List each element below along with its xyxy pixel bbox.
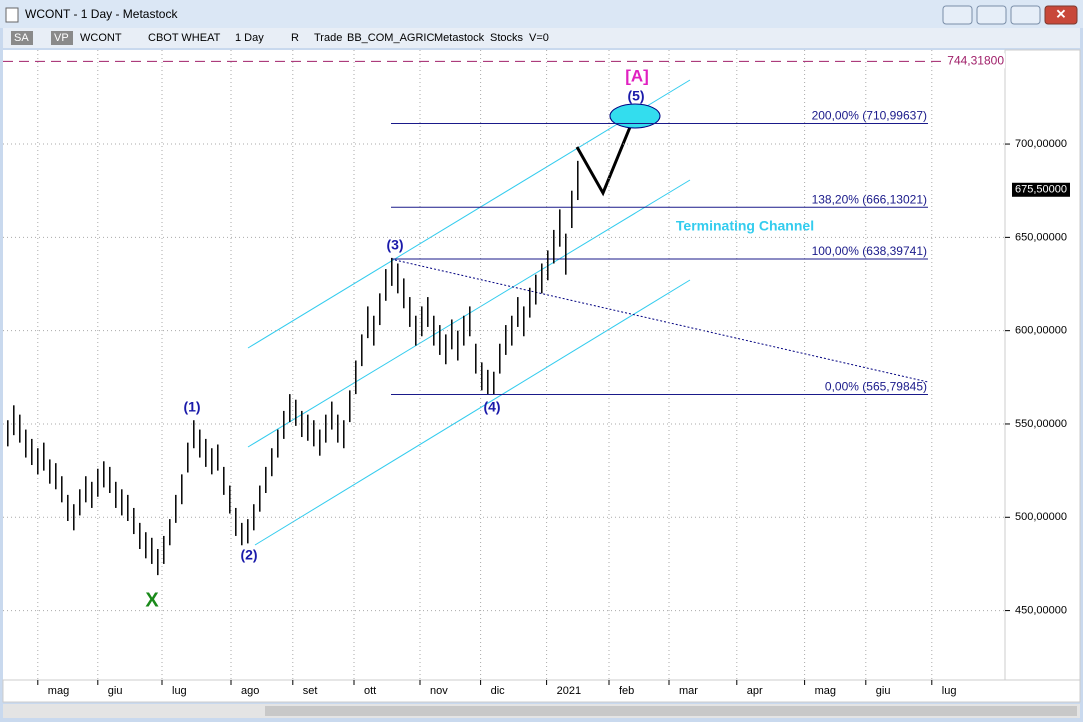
x-tick-label: giu [108,685,123,697]
plot [3,50,1005,680]
fib-label: 200,00% (710,99637) [812,109,927,123]
toolbar-item: SA [14,32,29,44]
target-label-box [946,53,1005,69]
x-tick-label: giu [876,685,891,697]
close-button[interactable] [1044,5,1078,25]
minimize-button[interactable] [976,5,1007,25]
x-tick-label: ago [241,685,259,697]
wave-label: (3) [386,237,403,253]
x-tick-label: mar [679,685,698,697]
wave-label: [A] [625,66,649,85]
wave-label: (2) [240,547,257,563]
channel-lower [254,279,691,546]
fib-label: 0,00% (565,79845) [825,380,927,394]
trend-line [394,259,929,383]
toolbar-item: V=0 [529,32,549,44]
toolbar-item: CBOT WHEAT [148,32,221,44]
x-tick-label: apr [747,685,763,697]
toolbar-button[interactable] [11,31,33,45]
toolbar [3,28,1080,48]
y-tick-label: 650,00000 [1015,231,1067,243]
toolbar-button[interactable] [51,31,73,45]
x-tick-label: 2021 [557,685,581,697]
price-axis [1004,49,1081,681]
toolbar-item: WCONT [80,32,122,44]
channel-upper [247,79,691,349]
x-tick-label: set [303,685,318,697]
x-tick-label: ott [364,685,376,697]
y-tick-label: 550,00000 [1015,418,1067,430]
x-tick-label: lug [172,685,187,697]
x-tick-label: mag [815,685,836,697]
toolbar-item: BB_COM_AGRIC [347,32,434,44]
toolbar-item: 1 Day [235,32,264,44]
date-axis [2,679,1081,703]
projection [575,109,639,197]
fib-label: 138,20% (666,13021) [812,192,927,206]
x-tick-label: nov [430,685,448,697]
wave-label: X [145,589,159,611]
restore-button[interactable] [942,5,973,25]
x-tick-label: feb [619,685,634,697]
wave-label: (4) [483,399,500,415]
window-title: WCONT - 1 Day - Metastock [25,7,178,21]
target-label: 744,31800 [947,54,1004,68]
fib-label: 100,00% (638,39741) [812,244,927,258]
channel-middle [247,179,691,448]
close-icon: ✕ [1056,6,1067,21]
wave-label: (5) [627,88,644,104]
toolbar-item: Trade [314,32,342,44]
x-tick-label: lug [942,685,957,697]
scroll-thumb[interactable] [265,706,1077,716]
toolbar-item: VP [54,32,69,44]
x-tick-label: dic [491,685,506,697]
x-tick-label: mag [48,685,69,697]
toolbar-item: Metastock [434,32,485,44]
plot-area [3,50,1005,680]
last-price-label: 675,50000 [1015,184,1067,196]
toolbar-item: R [291,32,299,44]
maximize-button[interactable] [1010,5,1041,25]
last-price-box [1012,182,1070,197]
app-icon [5,7,19,23]
y-tick-label: 700,00000 [1015,138,1067,150]
channel-label: Terminating Channel [676,218,814,234]
y-tick-label: 600,00000 [1015,325,1067,337]
y-tick-label: 450,00000 [1015,604,1067,616]
y-tick-label: 500,00000 [1015,511,1067,523]
toolbar-item: Stocks [490,32,524,44]
target-ellipse [609,103,661,129]
title-bar [0,0,1083,28]
wave-label: (1) [183,399,200,415]
